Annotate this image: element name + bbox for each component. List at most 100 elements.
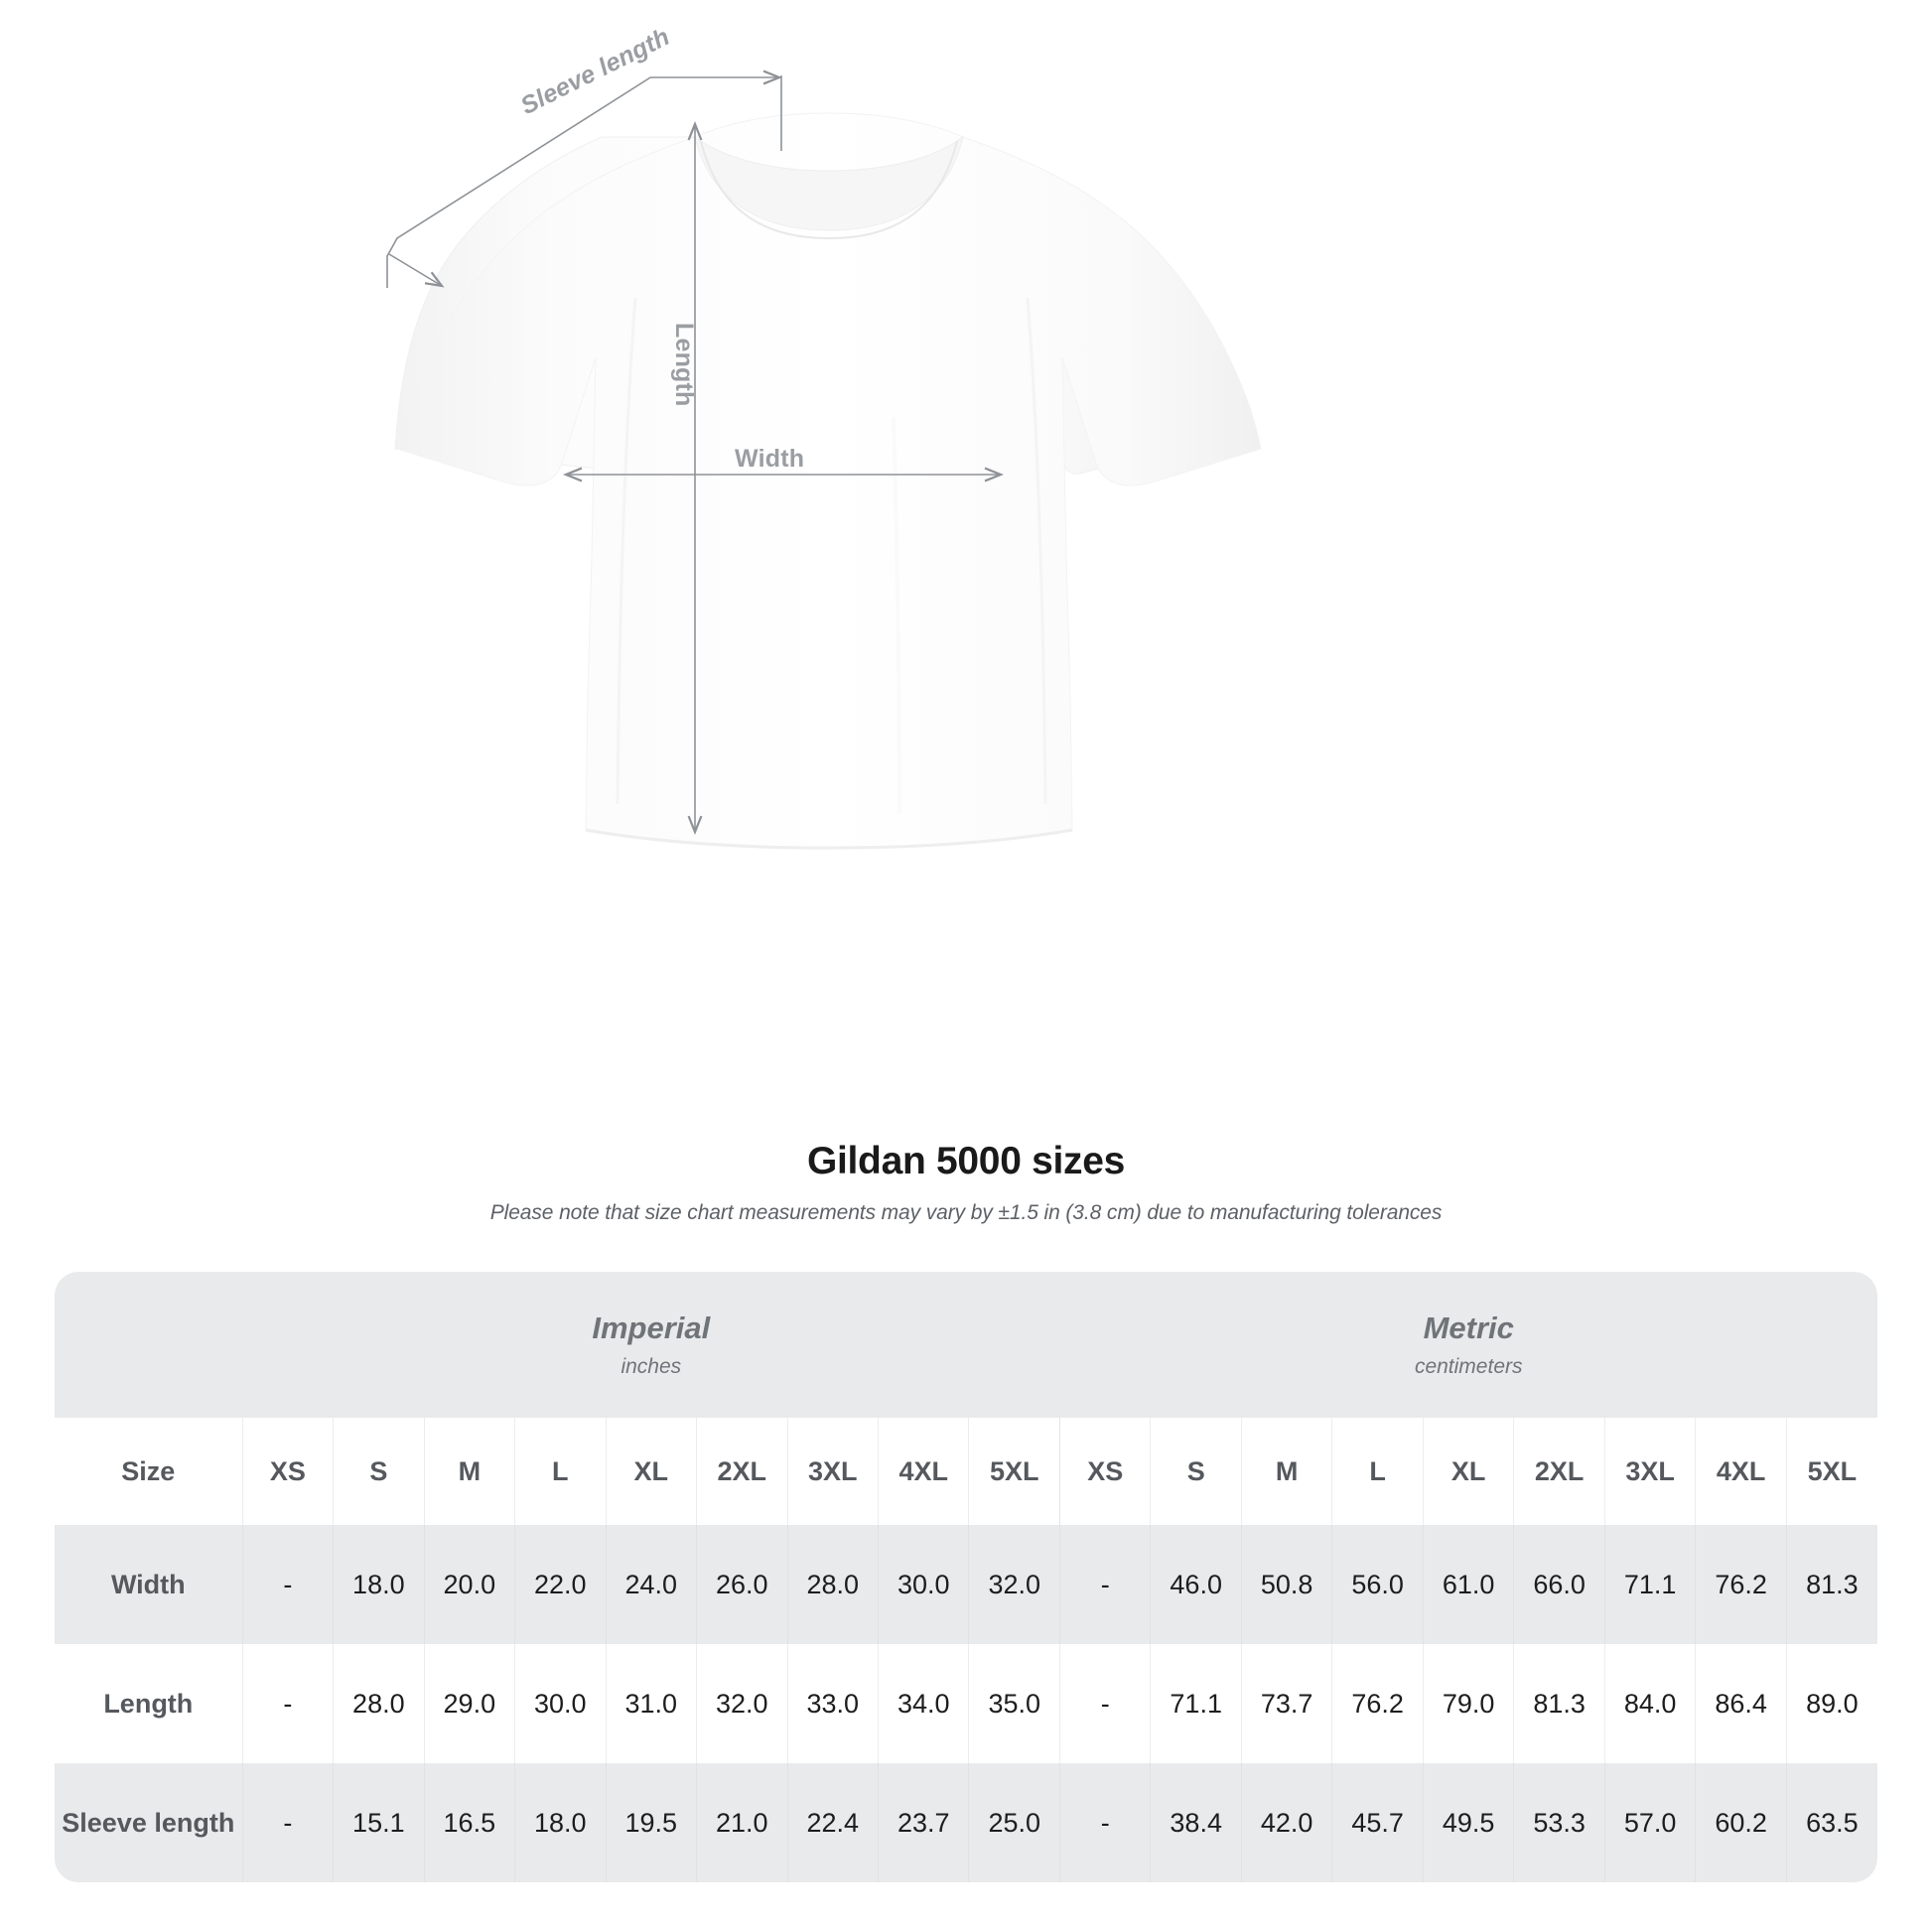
row-label-sleeve-length: Sleeve length: [55, 1763, 243, 1882]
cell-metric-length-xs: -: [1058, 1644, 1151, 1763]
size-col-header-metric-xs: XS: [1058, 1418, 1151, 1525]
unit-group-name: Imperial: [592, 1311, 711, 1346]
cell-metric-width-4xl: 76.2: [1695, 1525, 1787, 1644]
size-col-header-imperial-5xl: 5XL: [968, 1418, 1060, 1525]
table-row: Width -18.0 20.0 22.0 24.0 26.0 28.0 30.0 32.0-4…: [55, 1525, 1877, 1644]
cell-imperial-length-s: 28.0: [333, 1644, 425, 1763]
size-col-header-metric-5xl: 5XL: [1785, 1418, 1877, 1525]
cell-metric-sleeve-length-4xl: 60.2: [1695, 1763, 1787, 1882]
cell-metric-width-3xl: 71.1: [1603, 1525, 1696, 1644]
cell-metric-sleeve-length-xs: -: [1058, 1763, 1151, 1882]
cell-imperial-sleeve-length-3xl: 22.4: [786, 1763, 879, 1882]
row-label-length: Length: [55, 1644, 243, 1763]
length-label: Length: [670, 323, 698, 407]
cell-metric-width-2xl: 66.0: [1513, 1525, 1605, 1644]
cell-metric-length-5xl: 89.0: [1785, 1644, 1877, 1763]
size-col-header-imperial-4xl: 4XL: [877, 1418, 969, 1525]
cell-imperial-length-2xl: 32.0: [696, 1644, 788, 1763]
cell-metric-width-5xl: 81.3: [1785, 1525, 1877, 1644]
size-col-header-metric-s: S: [1150, 1418, 1242, 1525]
size-col-header-metric-4xl: 4XL: [1695, 1418, 1787, 1525]
collar-band: [694, 135, 964, 231]
tshirt-measurement-diagram: Sleeve length Length Width: [386, 23, 1262, 850]
cell-imperial-width-3xl: 28.0: [786, 1525, 879, 1644]
neckline-inner: [700, 140, 958, 240]
size-col-header-imperial-2xl: 2XL: [696, 1418, 788, 1525]
cell-imperial-length-l: 30.0: [514, 1644, 607, 1763]
unit-row-spacer: [55, 1272, 243, 1418]
cell-metric-length-xl: 79.0: [1422, 1644, 1514, 1763]
cell-imperial-sleeve-length-xl: 19.5: [605, 1763, 697, 1882]
size-col-header-metric-3xl: 3XL: [1603, 1418, 1696, 1525]
cell-imperial-width-xl: 24.0: [605, 1525, 697, 1644]
unit-group-subtitle: centimeters: [1414, 1354, 1523, 1378]
size-col-header-imperial-s: S: [333, 1418, 425, 1525]
unit-group-name: Metric: [1423, 1311, 1514, 1346]
row-label-width: Width: [55, 1525, 243, 1644]
size-header-label: Size: [55, 1418, 243, 1525]
size-col-header-metric-m: M: [1240, 1418, 1332, 1525]
title-block: Gildan 5000 sizes Please note that size …: [0, 1140, 1932, 1225]
cell-imperial-length-3xl: 33.0: [786, 1644, 879, 1763]
cell-imperial-width-5xl: 32.0: [968, 1525, 1060, 1644]
cell-metric-length-m: 73.7: [1240, 1644, 1332, 1763]
cell-imperial-sleeve-length-m: 16.5: [423, 1763, 515, 1882]
size-table: Imperial inches Metric centimeters Size XS S M L…: [55, 1272, 1877, 1882]
cell-metric-sleeve-length-s: 38.4: [1150, 1763, 1242, 1882]
size-col-header-imperial-xs: XS: [241, 1418, 334, 1525]
cell-imperial-sleeve-length-4xl: 23.7: [877, 1763, 969, 1882]
cell-metric-width-l: 56.0: [1331, 1525, 1424, 1644]
unit-group-subtitle: inches: [621, 1354, 682, 1378]
cell-imperial-length-xs: -: [241, 1644, 334, 1763]
unit-group-metric: Metric centimeters: [1059, 1272, 1877, 1418]
cell-imperial-width-m: 20.0: [423, 1525, 515, 1644]
cell-metric-sleeve-length-l: 45.7: [1331, 1763, 1424, 1882]
cell-imperial-length-4xl: 34.0: [877, 1644, 969, 1763]
cell-imperial-width-l: 22.0: [514, 1525, 607, 1644]
hem-line: [585, 828, 1073, 850]
size-col-header-imperial-3xl: 3XL: [786, 1418, 879, 1525]
cell-imperial-sleeve-length-2xl: 21.0: [696, 1763, 788, 1882]
cell-metric-length-l: 76.2: [1331, 1644, 1424, 1763]
cell-imperial-length-m: 29.0: [423, 1644, 515, 1763]
cell-metric-length-4xl: 86.4: [1695, 1644, 1787, 1763]
size-col-header-metric-2xl: 2XL: [1513, 1418, 1605, 1525]
page-title: Gildan 5000 sizes: [806, 1140, 1126, 1182]
tshirt-svg: [386, 69, 1262, 850]
cell-metric-width-s: 46.0: [1150, 1525, 1242, 1644]
tshirt-garment: [394, 112, 1262, 850]
cell-metric-sleeve-length-xl: 49.5: [1422, 1763, 1514, 1882]
sleeve-cuff-arrow: [388, 253, 445, 288]
tolerance-note: Please note that size chart measurements…: [489, 1201, 1443, 1224]
unit-group-imperial: Imperial inches: [242, 1272, 1060, 1418]
sleeve-diagonal-line: [386, 76, 651, 288]
cell-imperial-sleeve-length-l: 18.0: [514, 1763, 607, 1882]
size-col-header-imperial-xl: XL: [605, 1418, 697, 1525]
fold-left: [616, 297, 637, 805]
cell-metric-sleeve-length-2xl: 53.3: [1513, 1763, 1605, 1882]
cell-metric-length-3xl: 84.0: [1603, 1644, 1696, 1763]
cell-metric-width-m: 50.8: [1240, 1525, 1332, 1644]
cell-imperial-length-5xl: 35.0: [968, 1644, 1060, 1763]
cell-metric-width-xs: -: [1058, 1525, 1151, 1644]
cell-imperial-length-xl: 31.0: [605, 1644, 697, 1763]
measurement-lines: [386, 69, 1005, 836]
table-row: Length -28.0 29.0 30.0 31.0 32.0 33.0 34.0 35.0-…: [55, 1644, 1877, 1763]
size-col-header-metric-xl: XL: [1422, 1418, 1514, 1525]
unit-header-row: Imperial inches Metric centimeters: [55, 1272, 1877, 1418]
cell-imperial-width-2xl: 26.0: [696, 1525, 788, 1644]
cell-metric-length-2xl: 81.3: [1513, 1644, 1605, 1763]
cell-metric-sleeve-length-3xl: 57.0: [1603, 1763, 1696, 1882]
cell-imperial-sleeve-length-s: 15.1: [333, 1763, 425, 1882]
width-label: Width: [735, 445, 805, 473]
cell-metric-length-s: 71.1: [1150, 1644, 1242, 1763]
size-header-row: Size XS S M L XL 2XL 3XL 4XL 5XL XS S M L XL 2XL 3XL 4XL 5…: [55, 1418, 1877, 1525]
cell-imperial-width-s: 18.0: [333, 1525, 425, 1644]
cell-metric-sleeve-length-5xl: 63.5: [1785, 1763, 1877, 1882]
cell-metric-sleeve-length-m: 42.0: [1240, 1763, 1332, 1882]
cell-imperial-width-xs: -: [241, 1525, 334, 1644]
cell-imperial-sleeve-length-xs: -: [241, 1763, 334, 1882]
size-col-header-imperial-m: M: [423, 1418, 515, 1525]
cell-imperial-width-4xl: 30.0: [877, 1525, 969, 1644]
